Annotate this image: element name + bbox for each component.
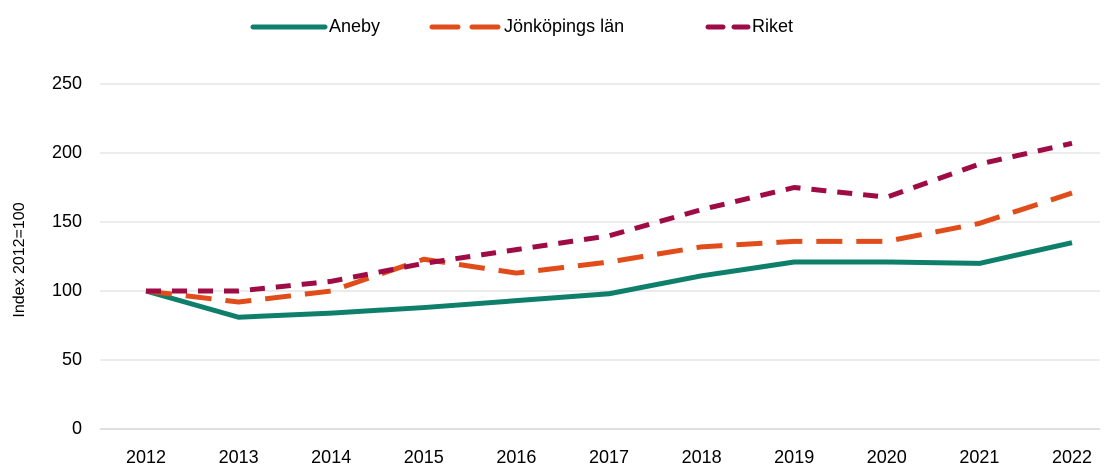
x-tick-label: 2013	[219, 447, 259, 467]
series-line	[145, 240, 1073, 320]
x-tick-label: 2019	[774, 447, 814, 467]
x-tick-label: 2018	[682, 447, 722, 467]
y-tick-label: 250	[52, 73, 82, 93]
y-tick-label: 200	[52, 142, 82, 162]
legend-label: Aneby	[329, 16, 380, 36]
x-tick-label: 2014	[311, 447, 351, 467]
y-axis-label: Index 2012=100	[11, 202, 28, 317]
y-tick-label: 0	[72, 418, 82, 438]
x-tick-label: 2012	[126, 447, 166, 467]
legend-label: Riket	[752, 16, 793, 36]
x-tick-label: 2020	[867, 447, 907, 467]
y-tick-label: 50	[62, 349, 82, 369]
series-line	[145, 190, 1073, 305]
x-tick-label: 2016	[496, 447, 536, 467]
legend-label: Jönköpings län	[504, 16, 624, 36]
x-tick-label: 2017	[589, 447, 629, 467]
x-tick-label: 2015	[404, 447, 444, 467]
series-line	[146, 140, 1073, 294]
y-tick-label: 150	[52, 211, 82, 231]
x-tick-label: 2021	[959, 447, 999, 467]
y-tick-label: 100	[52, 280, 82, 300]
x-tick-label: 2022	[1052, 447, 1092, 467]
